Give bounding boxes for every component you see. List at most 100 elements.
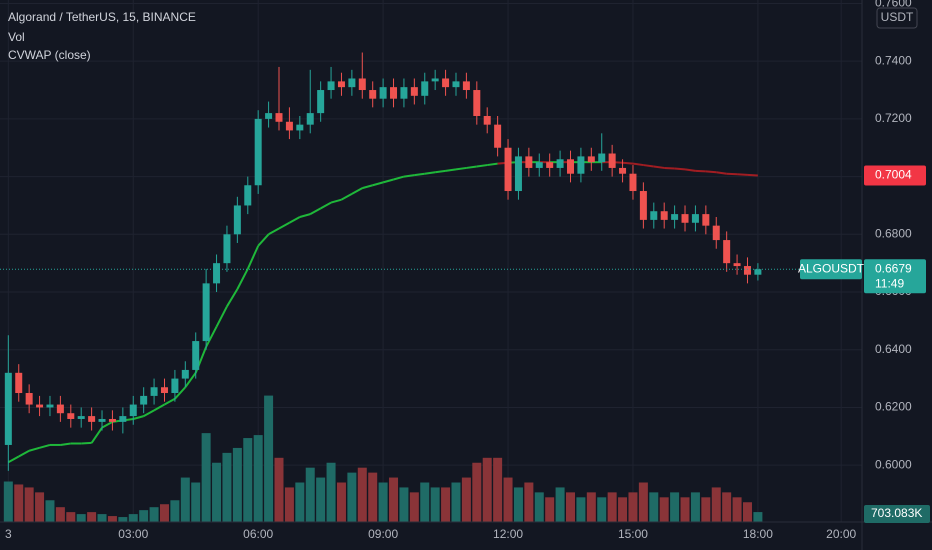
volume-bar [326, 462, 336, 522]
candle-body [108, 418, 116, 422]
indicator-name: Vol [8, 30, 25, 44]
candle-body [639, 191, 647, 220]
volume-bar [451, 482, 461, 522]
volume-bar [607, 492, 617, 522]
candle-body [723, 240, 731, 264]
cvwap-line [362, 184, 373, 190]
cvwap-line [143, 409, 155, 417]
candle-body [46, 404, 54, 408]
volume-bar [524, 482, 534, 522]
volume-bar [680, 497, 690, 522]
cvwap-line [60, 442, 71, 446]
cvwap-line [164, 397, 176, 406]
volume-bar [441, 487, 451, 522]
cvwap-line [28, 446, 40, 452]
cvwap-line [236, 268, 249, 290]
cvwap-line [320, 201, 332, 210]
y-tick-label: 0.7200 [875, 111, 912, 125]
candle-body [504, 147, 512, 192]
volume-bar [659, 497, 669, 522]
volume-bar [191, 482, 201, 522]
candle-body [525, 156, 533, 168]
candle-body [671, 214, 679, 220]
candle-body [77, 416, 85, 419]
y-tick-label: 0.6400 [875, 342, 912, 356]
candle-body [140, 395, 148, 405]
cvwap-line [215, 305, 228, 328]
candle-body [535, 162, 543, 168]
candle-body [691, 214, 699, 223]
cvwap-line [132, 415, 144, 420]
last-price-label: 0.6679 [875, 261, 912, 275]
candle-body [327, 81, 335, 91]
candle-body [119, 416, 127, 422]
candle-body [712, 225, 720, 241]
candle-body [265, 113, 273, 119]
volume-bar [212, 462, 222, 522]
candle-body [598, 153, 606, 163]
volume-bar [24, 487, 34, 522]
volume-bar [628, 492, 638, 522]
cvwap-price-label: 0.7004 [875, 168, 912, 182]
volume-bar [482, 457, 492, 522]
candle-body [129, 404, 137, 417]
candle-body [660, 211, 668, 220]
cvwap-line [205, 326, 218, 348]
candle-body [390, 87, 398, 99]
volume-bar [399, 487, 409, 522]
candle-body [25, 393, 33, 405]
candle-body [681, 214, 689, 223]
currency: USDT [881, 10, 914, 24]
candle-body [546, 162, 554, 168]
volume-bar [586, 492, 596, 522]
cvwap-line [372, 181, 384, 187]
cvwap-line [90, 427, 103, 444]
y-tick-label: 0.7600 [875, 0, 912, 10]
cvwap-line [351, 187, 363, 195]
volume-bar [670, 492, 680, 522]
volume-bar [566, 492, 576, 522]
cvwap-line [330, 198, 342, 204]
volume-bar [139, 510, 149, 522]
volume-bar [649, 492, 659, 522]
countdown: 11:49 [875, 276, 904, 290]
cvwap-line [226, 288, 239, 307]
volume-bar [243, 438, 253, 522]
volume-bar [35, 492, 45, 522]
volume-box [864, 505, 930, 523]
chart-title: Algorand / TetherUS, 15, BINANCE [8, 10, 196, 24]
volume-bar [295, 482, 305, 522]
volume-bar [461, 477, 471, 522]
cvwap-line [246, 245, 260, 270]
candle-body [494, 124, 502, 148]
cvwap-line [435, 169, 446, 174]
cvwap-line [403, 174, 415, 178]
volume-bar [180, 477, 190, 522]
volume-bar [597, 497, 607, 522]
cvwap-line [288, 216, 301, 224]
volume-bar [336, 482, 346, 522]
candle-body [67, 413, 75, 419]
candle-body [650, 211, 658, 220]
cvwap-line [424, 171, 436, 175]
cvwap-line [174, 386, 187, 400]
volume-bar [347, 472, 357, 522]
cvwap-line [466, 165, 477, 169]
cvwap-line [153, 403, 165, 412]
candle-body [431, 78, 439, 82]
cvwap-line [716, 171, 727, 175]
x-tick-label: 12:00 [493, 527, 523, 541]
volume-bar [253, 435, 263, 522]
currency-box[interactable] [876, 7, 918, 29]
x-tick-label: 20:00 [826, 527, 856, 541]
y-tick-label: 0.6000 [875, 457, 912, 471]
volume-bar [76, 514, 86, 522]
candle-body [202, 283, 210, 342]
price-layer [0, 52, 862, 471]
candle-body [181, 369, 189, 379]
volume-bar [753, 512, 763, 522]
candle-body [619, 167, 627, 174]
volume-bar [284, 487, 294, 522]
x-tick-label: 15:00 [618, 527, 648, 541]
